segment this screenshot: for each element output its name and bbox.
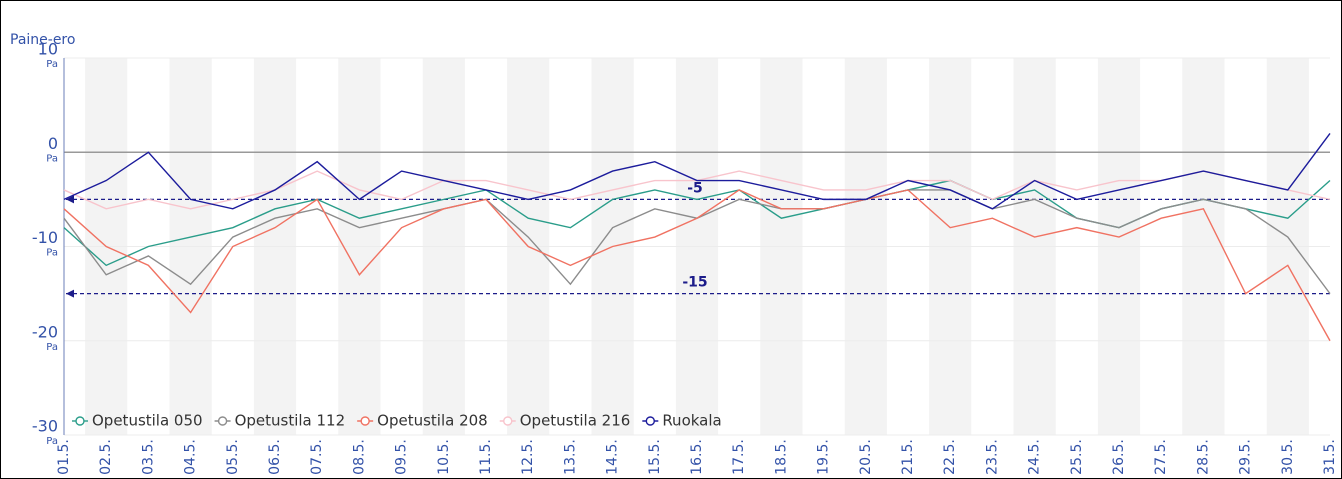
x-tick-label: 04.5. bbox=[183, 439, 199, 475]
x-tick-label: 14.5. bbox=[605, 439, 621, 475]
x-tick-label: 07.5. bbox=[309, 439, 325, 475]
legend-label: Opetustila 112 bbox=[235, 412, 346, 430]
legend-swatch bbox=[217, 416, 228, 426]
legend-swatch bbox=[645, 416, 656, 426]
y-tick-unit: Pa bbox=[46, 342, 58, 353]
reference-label: -5 bbox=[687, 180, 703, 196]
x-tick-label: 11.5. bbox=[478, 439, 494, 475]
legend-swatch bbox=[503, 416, 513, 426]
reference-arrow bbox=[66, 195, 74, 204]
legend-swatch bbox=[75, 416, 85, 426]
x-tick-label: 13.5. bbox=[562, 439, 578, 475]
x-tick-label: 15.5. bbox=[647, 439, 663, 475]
y-tick-unit: Pa bbox=[46, 248, 58, 259]
x-tick-label: 18.5. bbox=[773, 439, 789, 475]
x-tick-label: 16.5. bbox=[689, 439, 705, 475]
series-line bbox=[63, 132, 1331, 210]
y-tick-label: -10 bbox=[32, 228, 58, 247]
x-tick-label: 08.5. bbox=[351, 439, 367, 475]
x-tick-label: 23.5. bbox=[984, 439, 1000, 475]
x-tick-label: 02.5. bbox=[98, 439, 114, 475]
x-tick-label: 19.5. bbox=[816, 439, 832, 475]
x-tick-label: 10.5. bbox=[436, 439, 452, 475]
x-tick-label: 29.5. bbox=[1238, 439, 1254, 475]
x-tick-label: 22.5. bbox=[942, 439, 958, 475]
x-tick-label: 03.5. bbox=[140, 439, 156, 475]
y-tick-unit: Pa bbox=[46, 153, 58, 164]
x-tick-label: 17.5. bbox=[731, 439, 747, 475]
x-tick-label: 31.5. bbox=[1322, 439, 1338, 475]
reference-arrow bbox=[66, 289, 74, 298]
x-tick-label: 09.5. bbox=[394, 439, 410, 475]
x-tick-label: 21.5. bbox=[900, 439, 916, 475]
x-tick-label: 20.5. bbox=[858, 439, 874, 475]
y-tick-unit: Pa bbox=[46, 436, 58, 447]
y-tick-label: -20 bbox=[32, 322, 58, 341]
series-line bbox=[63, 189, 1331, 342]
legend-swatch bbox=[360, 416, 370, 426]
legend-label: Opetustila 050 bbox=[92, 412, 203, 430]
x-tick-label: 01.5. bbox=[56, 439, 72, 475]
x-tick-label: 06.5. bbox=[267, 439, 283, 475]
x-tick-label: 28.5. bbox=[1195, 439, 1211, 475]
y-tick-label: 10 bbox=[38, 40, 58, 59]
x-tick-label: 24.5. bbox=[1027, 439, 1043, 475]
x-tick-label: 25.5. bbox=[1069, 439, 1085, 475]
x-tick-label: 30.5. bbox=[1280, 439, 1296, 475]
x-tick-label: 27.5. bbox=[1153, 439, 1169, 475]
legend-label: Opetustila 216 bbox=[520, 412, 631, 430]
x-tick-label: 05.5. bbox=[225, 439, 241, 475]
x-tick-label: 12.5. bbox=[520, 439, 536, 475]
y-tick-label: 0 bbox=[48, 134, 58, 153]
y-tick-label: -30 bbox=[32, 417, 58, 436]
reference-label: -15 bbox=[682, 275, 707, 291]
legend-label: Opetustila 208 bbox=[377, 412, 488, 430]
y-tick-unit: Pa bbox=[46, 59, 58, 70]
y-axis-title: Paine-ero bbox=[10, 32, 75, 48]
legend-label: Ruokala bbox=[662, 412, 721, 430]
x-tick-label: 26.5. bbox=[1111, 439, 1127, 475]
